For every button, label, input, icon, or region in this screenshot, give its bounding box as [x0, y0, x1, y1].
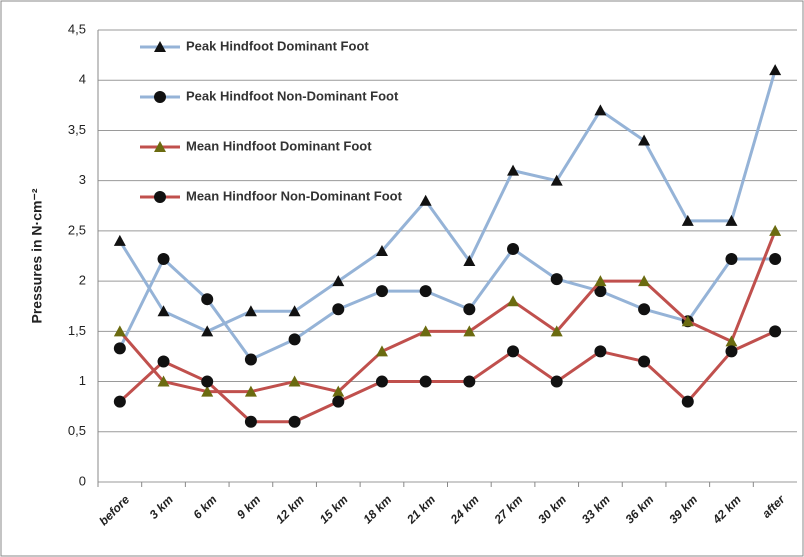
marker — [244, 415, 257, 428]
legend-marker — [154, 41, 166, 52]
marker — [288, 415, 301, 428]
marker — [769, 325, 782, 338]
series-line — [118, 329, 776, 424]
marker — [157, 305, 170, 317]
marker — [244, 385, 257, 397]
marker — [332, 395, 345, 408]
marker — [594, 104, 607, 116]
marker — [375, 375, 388, 388]
marker — [769, 224, 782, 236]
legend-label: Peak Hindfoot Non-Dominant Foot — [186, 88, 399, 103]
marker — [550, 174, 563, 186]
marker — [419, 194, 432, 206]
marker — [681, 315, 694, 327]
y-tick-label: 3,5 — [68, 122, 86, 137]
marker — [769, 253, 782, 266]
marker — [419, 375, 432, 388]
marker — [638, 134, 651, 146]
marker — [594, 275, 607, 287]
marker — [244, 353, 257, 366]
marker — [594, 285, 607, 298]
y-tick-label: 0 — [79, 473, 86, 488]
marker — [113, 325, 126, 337]
marker — [419, 285, 432, 298]
y-tick-label: 2,5 — [68, 222, 86, 237]
marker — [375, 345, 388, 357]
marker — [594, 345, 607, 358]
marker — [725, 214, 738, 226]
marker — [507, 345, 520, 358]
y-tick-label: 2 — [79, 273, 86, 288]
marker — [725, 335, 738, 347]
marker — [638, 355, 651, 368]
marker — [550, 273, 563, 286]
legend-label: Mean Hindfoot Dominant Foot — [186, 138, 372, 153]
y-tick-label: 1 — [79, 373, 86, 388]
legend-label: Mean Hindfoor Non-Dominant Foot — [186, 188, 403, 203]
y-axis-label: Pressures in N·cm⁻² — [29, 188, 45, 323]
marker — [113, 342, 126, 355]
series-line — [118, 69, 777, 333]
marker — [725, 345, 738, 358]
marker — [113, 234, 126, 246]
marker — [638, 275, 651, 287]
marker — [463, 255, 476, 267]
marker — [201, 375, 214, 388]
marker — [288, 333, 301, 346]
marker — [419, 325, 432, 337]
marker — [463, 375, 476, 388]
marker — [201, 385, 214, 397]
y-tick-label: 4,5 — [68, 21, 86, 36]
marker — [244, 305, 257, 317]
marker — [681, 395, 694, 408]
marker — [463, 325, 476, 337]
legend-marker — [154, 91, 166, 103]
marker — [332, 303, 345, 316]
marker — [550, 375, 563, 388]
marker — [507, 164, 520, 176]
marker — [201, 293, 214, 306]
y-tick-label: 3 — [79, 172, 86, 187]
marker — [288, 305, 301, 317]
marker — [332, 275, 345, 287]
legend-label: Peak Hindfoot Dominant Foot — [186, 38, 369, 53]
marker — [681, 214, 694, 226]
marker — [725, 253, 738, 266]
marker — [157, 375, 170, 387]
marker — [375, 285, 388, 298]
y-tick-label: 1,5 — [68, 323, 86, 338]
marker — [550, 325, 563, 337]
marker — [507, 295, 520, 307]
marker — [201, 325, 214, 337]
marker — [638, 303, 651, 316]
marker — [113, 395, 126, 408]
legend-marker — [154, 141, 166, 152]
marker — [463, 303, 476, 316]
marker — [507, 242, 520, 255]
marker — [157, 253, 170, 266]
legend-marker — [154, 191, 166, 203]
series-line — [118, 247, 776, 361]
marker — [769, 64, 782, 76]
marker — [332, 385, 345, 397]
series-line — [118, 230, 777, 394]
marker — [375, 244, 388, 256]
y-tick-label: 4 — [79, 72, 86, 87]
y-tick-label: 0,5 — [68, 423, 86, 438]
marker — [157, 355, 170, 368]
marker — [288, 375, 301, 387]
